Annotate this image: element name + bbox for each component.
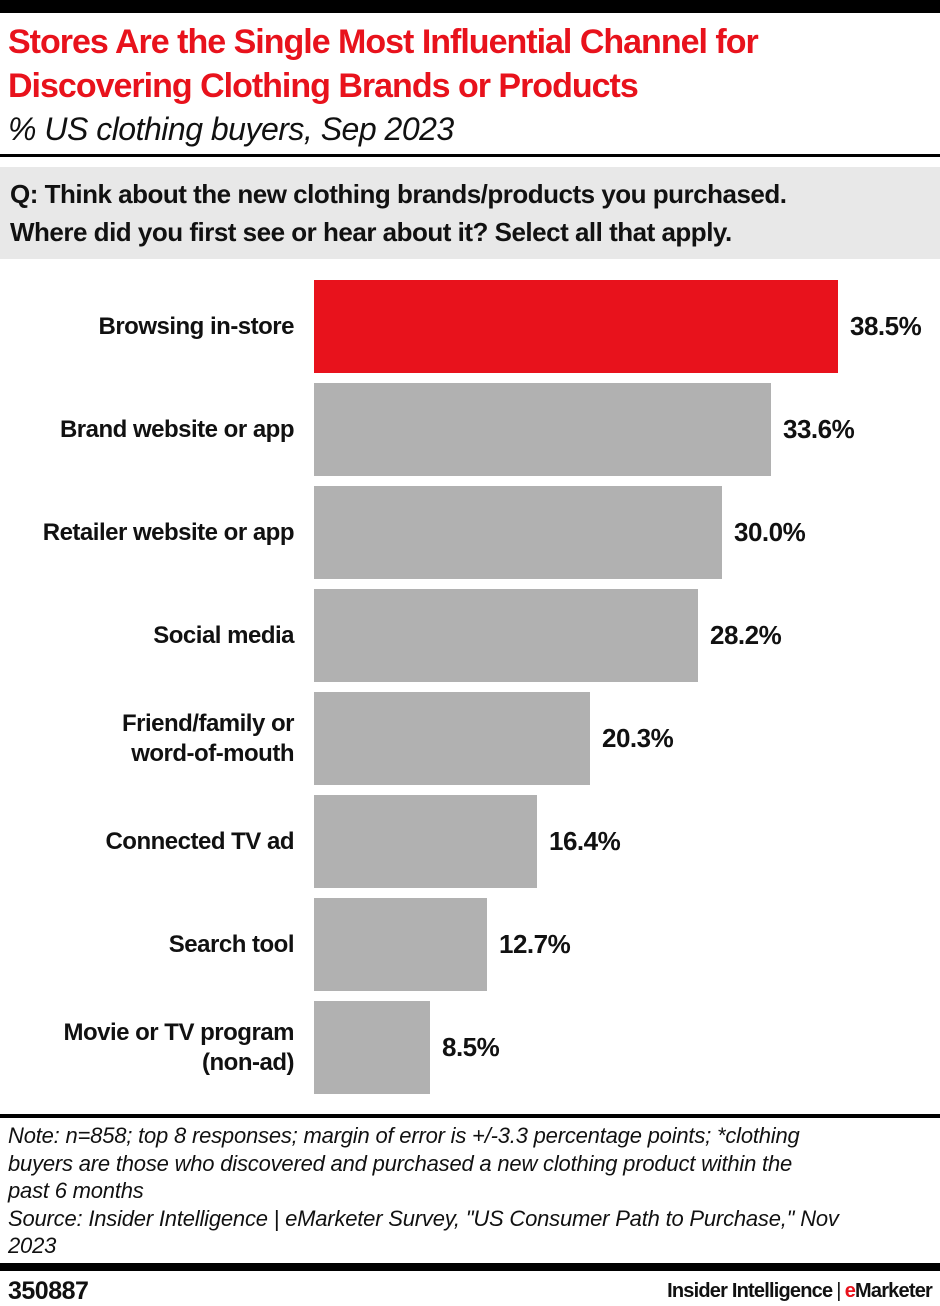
bar-category-label: Movie or TV program (non-ad) [63, 1018, 294, 1076]
bar-category-label: Friend/family or word-of-mouth [121, 709, 295, 767]
bar-track: 16.4% [314, 795, 940, 888]
bar [314, 898, 487, 991]
chart-id: 350887 [8, 1276, 89, 1305]
bar [314, 589, 698, 682]
bar [314, 280, 838, 373]
brand-emarketer-rest: Marketer [855, 1279, 933, 1302]
bar-value-label: 33.6% [783, 414, 855, 444]
bar-track: 38.5% [314, 280, 940, 373]
notes-section: Note: n=858; top 8 responses; margin of … [0, 1118, 940, 1260]
bar-track: 33.6% [314, 383, 940, 476]
bar-value-label: 38.5% [850, 311, 922, 341]
chart-row: Retailer website or app 30.0% [0, 486, 940, 579]
bar-value-label: 28.2% [710, 620, 782, 650]
bar-category-label: Browsing in-store [98, 312, 294, 340]
bar-track: 8.5% [314, 1001, 940, 1094]
brand-separator: | [836, 1279, 841, 1302]
header-divider [0, 154, 940, 157]
chart-row: Browsing in-store 38.5% [0, 280, 940, 373]
notes-divider [0, 1114, 940, 1118]
bar [314, 692, 590, 785]
chart-row: Social media 28.2% [0, 589, 940, 682]
chart-title: Stores Are the Single Most Influential C… [8, 23, 759, 105]
bar-category-label: Social media [153, 621, 294, 649]
bar [314, 383, 771, 476]
bar-value-label: 8.5% [442, 1032, 500, 1062]
bar-value-label: 20.3% [602, 723, 674, 753]
source-text: Source: Insider Intelligence | eMarketer… [8, 1205, 839, 1259]
bar-chart: Browsing in-store 38.5% Brand website or a… [0, 259, 940, 1094]
chart-row: Search tool 12.7% [0, 898, 940, 991]
bar-value-label: 30.0% [734, 517, 806, 547]
bar-value-label: 16.4% [549, 826, 621, 856]
bar [314, 486, 722, 579]
bar-category-label: Search tool [168, 930, 295, 958]
bottom-black-bar [0, 1262, 940, 1271]
bar [314, 795, 537, 888]
bar-track: 28.2% [314, 589, 940, 682]
footer: 350887 Insider Intelligence | eMarketer [0, 1271, 940, 1306]
chart-subtitle: % US clothing buyers, Sep 2023 [8, 111, 454, 147]
bar [314, 1001, 430, 1094]
brand-logo: Insider Intelligence | eMarketer [667, 1279, 933, 1303]
bar-category-label: Connected TV ad [105, 827, 294, 855]
chart-row: Friend/family or word-of-mouth 20.3% [0, 692, 940, 785]
bar-category-label: Retailer website or app [42, 518, 295, 546]
bar-track: 12.7% [314, 898, 940, 991]
survey-question-box: Q: Think about the new clothing brands/p… [0, 167, 940, 259]
brand-emarketer-e: e [844, 1279, 856, 1302]
bar-track: 30.0% [314, 486, 940, 579]
top-black-bar [0, 0, 940, 13]
chart-row: Brand website or app 33.6% [0, 383, 940, 476]
header: Stores Are the Single Most Influential C… [0, 13, 940, 150]
bar-category-label: Brand website or app [59, 415, 295, 443]
chart-row: Connected TV ad 16.4% [0, 795, 940, 888]
bar-value-label: 12.7% [499, 929, 571, 959]
note-text: Note: n=858; top 8 responses; margin of … [8, 1123, 800, 1203]
bar-track: 20.3% [314, 692, 940, 785]
chart-row: Movie or TV program (non-ad) 8.5% [0, 1001, 940, 1094]
brand-insider-intelligence: Insider Intelligence [667, 1279, 833, 1302]
